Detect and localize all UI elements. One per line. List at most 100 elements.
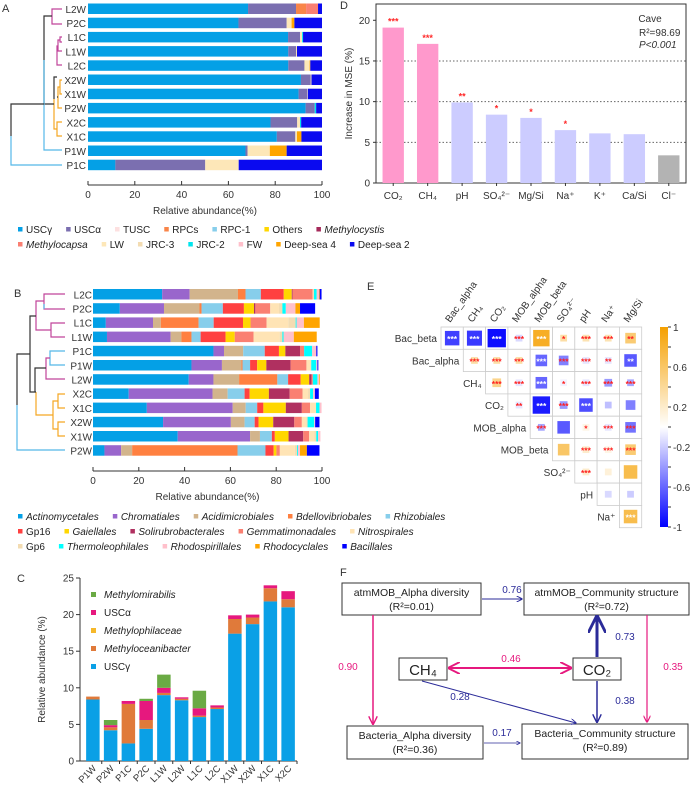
bar-segment [297, 117, 301, 128]
bar-segment [316, 345, 318, 357]
bar-segment [313, 388, 315, 399]
bar-segment [318, 3, 322, 14]
bar-segment [294, 416, 302, 428]
bar-segment [297, 445, 298, 456]
legend-label: LW [110, 240, 125, 251]
heatmap-square [582, 379, 590, 387]
bar-segment [277, 374, 289, 385]
legend-label: Solirubrobacterales [138, 527, 224, 538]
bar-segment [93, 289, 163, 300]
bar-segment [146, 402, 233, 414]
legend-swatch [91, 610, 96, 615]
bar-segment [288, 317, 296, 328]
bar-segment [205, 159, 239, 171]
heatmap-square [582, 468, 590, 476]
panel-c-stacked-columns: 0 5 10 15 20 25 Relative abundance (%) P1WP2WP1… [37, 574, 298, 786]
heatmap-square [627, 379, 634, 387]
bar-segment [245, 145, 248, 156]
x-tick-label: Cl⁻ [661, 191, 676, 202]
legend-label: Deep-sea 2 [358, 240, 410, 251]
legend-label: Nitrospirales [358, 527, 414, 538]
y-tick-label: 10 [359, 97, 371, 108]
row-label: Na⁺ [597, 513, 615, 524]
bar-segment [157, 692, 171, 696]
legend-swatch [193, 514, 199, 519]
significance-stars: *** [514, 356, 525, 366]
x-tick-label: 40 [179, 476, 191, 487]
bar-segment [297, 445, 301, 456]
bar-segment [317, 374, 320, 385]
bar-segment [288, 60, 305, 71]
bar-segment [296, 3, 307, 14]
dendrogram-branch [10, 136, 62, 166]
heatmap-square [515, 401, 523, 409]
x-tick-label: CH₄ [418, 191, 437, 202]
bar-segment [260, 289, 284, 300]
significance-stars: *** [469, 334, 480, 344]
significance-stars: *** [469, 356, 480, 366]
heatmap-square [515, 379, 523, 387]
significance-stars: * [562, 334, 566, 344]
bar-segment [250, 317, 267, 328]
legend-label: TUSC [123, 225, 150, 236]
path-coefficient: 0.17 [492, 728, 512, 739]
bar-segment [239, 374, 278, 385]
bar-segment [210, 707, 224, 710]
bar-segment [121, 700, 136, 704]
bar-segment [313, 289, 317, 300]
bar-segment [86, 696, 100, 700]
bar-segment [281, 591, 295, 600]
legend-swatch [18, 529, 23, 534]
x-tick-label: X1W [219, 763, 241, 785]
significance-stars: *** [559, 356, 570, 366]
legend-label: Methyloceanibacter [104, 644, 191, 655]
bar-segment [258, 416, 274, 428]
legend-swatch [350, 529, 355, 534]
bar-segment [307, 88, 322, 100]
bar-segment [254, 416, 259, 428]
bar-segment [88, 117, 271, 128]
bar-segment [213, 317, 243, 328]
x-tick-label: 0 [85, 190, 91, 201]
bar-segment [174, 697, 189, 699]
bar-segment [312, 374, 318, 385]
bar-segment [288, 31, 301, 43]
x-axis-title: Relative abundance(%) [153, 206, 257, 217]
dendrogram-branch [10, 103, 44, 136]
bar-segment [288, 431, 304, 442]
y-axis-title: Increase in MSE (%) [344, 48, 355, 140]
legend-label: Methylocapsa [26, 240, 88, 251]
heatmap-square [533, 329, 550, 347]
legend-swatch [316, 227, 321, 232]
bar-segment [121, 703, 136, 744]
panel-label-d: D [340, 0, 348, 12]
significance-stars: *** [581, 401, 592, 411]
dendrogram-branch [43, 60, 62, 151]
bar-segment [139, 720, 153, 729]
dendrogram-branch [35, 392, 53, 416]
path-arrow [421, 680, 576, 723]
bar-segment [221, 360, 242, 371]
legend-swatch [264, 227, 269, 232]
column-label: CH₄ [466, 303, 486, 324]
row-label: L1W [71, 333, 92, 344]
bar-segment [271, 431, 275, 442]
significance-stars: *** [603, 379, 614, 389]
bar-segment [88, 60, 289, 71]
dendrogram-branch [51, 8, 62, 25]
significance-stars: *** [626, 379, 637, 389]
bar-segment [88, 145, 246, 156]
legend-swatch [188, 242, 193, 247]
significance-stars: *** [536, 334, 547, 344]
node-box-atm_comm [523, 582, 690, 616]
legend-swatch [385, 514, 391, 519]
bar-segment [93, 416, 164, 428]
significance-stars: *** [581, 446, 592, 456]
bar-segment [312, 345, 317, 357]
row-label: L2W [65, 5, 86, 16]
y-tick-label: 0 [364, 179, 370, 190]
bar-segment [310, 402, 317, 414]
dendrogram-branch [45, 357, 65, 380]
heatmap-square [492, 378, 502, 388]
